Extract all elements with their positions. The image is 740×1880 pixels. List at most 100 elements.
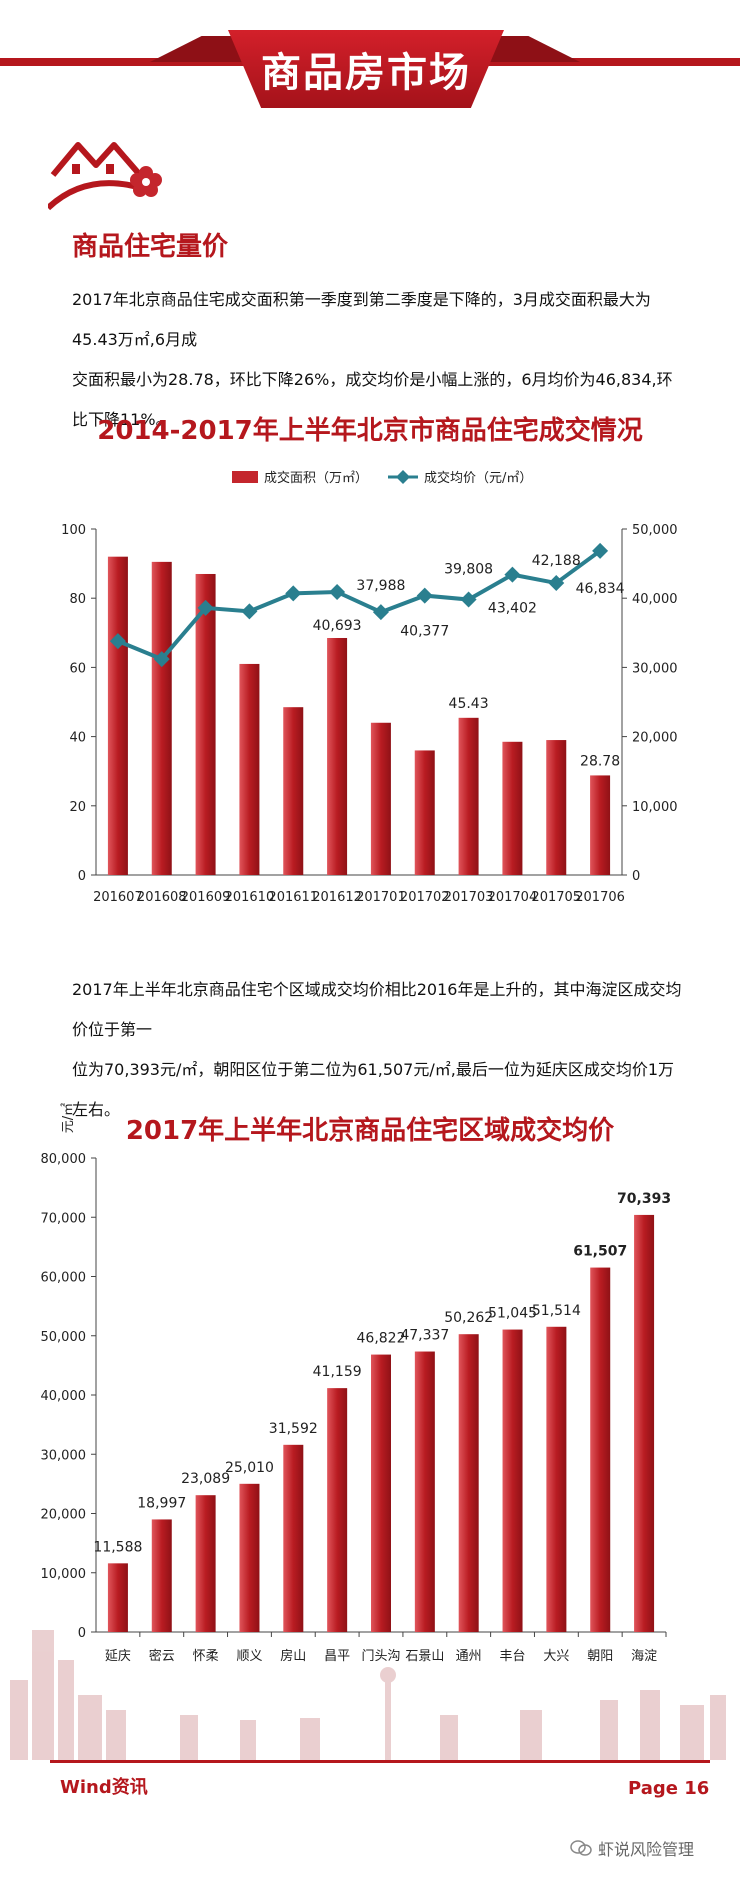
x-tick-label: 201704 xyxy=(488,890,538,905)
district-value-label: 25,010 xyxy=(225,1460,274,1476)
left-tick-label: 80 xyxy=(69,592,86,607)
district-value-label: 41,159 xyxy=(313,1364,362,1380)
district-bar xyxy=(283,1444,304,1632)
bar-area xyxy=(195,573,216,875)
left-tick-label: 100 xyxy=(61,523,86,538)
bar-area xyxy=(327,637,348,875)
district-bar xyxy=(634,1214,655,1632)
price-label: 37,988 xyxy=(356,578,405,594)
legend-line-marker xyxy=(396,470,410,484)
district-value-label: 18,997 xyxy=(137,1495,186,1511)
wechat-icon xyxy=(570,1840,592,1856)
price-point xyxy=(153,651,170,668)
district-bar xyxy=(195,1495,216,1632)
paragraph-line: 2017年上半年北京商品住宅个区域成交均价相比2016年是上升的，其中海淀区成交… xyxy=(72,980,682,1039)
x-tick-label: 201612 xyxy=(312,890,362,905)
legend-line-label: 成交均价（元/㎡） xyxy=(424,470,532,486)
x-tick-label: 201702 xyxy=(400,890,450,905)
legend-bar-label: 成交面积（万㎡） xyxy=(264,470,368,486)
district-bar xyxy=(107,1563,128,1632)
district-value-label: 23,089 xyxy=(181,1471,230,1487)
chart1-title: 2014-2017年上半年北京市商品住宅成交情况 xyxy=(97,416,643,446)
left-tick-label: 0 xyxy=(78,869,86,884)
price-label: 39,808 xyxy=(444,562,493,578)
district-name-label: 朝阳 xyxy=(587,1649,613,1664)
district-value-label: 51,045 xyxy=(488,1306,537,1322)
area-label: 28.78 xyxy=(580,753,620,769)
area-label: 45.43 xyxy=(449,696,489,712)
right-tick-label: 10,000 xyxy=(632,800,678,815)
page-number: Page 16 xyxy=(628,1778,710,1799)
district-name-label: 昌平 xyxy=(324,1649,350,1664)
price-line xyxy=(117,549,602,662)
footer-source: Wind资讯 xyxy=(60,1777,148,1798)
x-tick-label: 201607 xyxy=(93,890,143,905)
district-name-label: 大兴 xyxy=(543,1649,569,1664)
chart2-bar: 元/㎡ 0 10,000 20,000 30,000 40,000 50,000 60,000… xyxy=(41,1103,672,1664)
bar-area xyxy=(151,561,172,875)
right-tick-label: 50,000 xyxy=(632,523,678,538)
bar-area xyxy=(458,717,479,875)
y-tick-label: 0 xyxy=(78,1626,86,1641)
y-tick-label: 80,000 xyxy=(41,1152,87,1167)
district-bar xyxy=(458,1334,479,1632)
price-point xyxy=(416,587,433,604)
y-tick-label: 50,000 xyxy=(41,1330,87,1345)
watermark-text: 虾说风险管理 xyxy=(598,1840,695,1859)
district-name-label: 顺义 xyxy=(236,1649,262,1664)
right-tick-label: 40,000 xyxy=(632,592,678,607)
price-point xyxy=(548,575,565,592)
price-point xyxy=(109,633,126,650)
price-point xyxy=(460,591,477,608)
price-point xyxy=(504,566,521,583)
x-tick-label: 201705 xyxy=(531,890,581,905)
section-title: 商品住宅量价 xyxy=(72,232,229,262)
price-label: 43,402 xyxy=(488,601,537,617)
price-point xyxy=(329,583,346,600)
price-label: 40,693 xyxy=(313,618,362,634)
district-value-label: 61,507 xyxy=(573,1244,627,1260)
left-tick-label: 40 xyxy=(69,731,86,746)
chart1-combo: 成交面积（万㎡） 成交均价（元/㎡） 0 20 40 60 80 100 0 10,000 20,0… xyxy=(61,470,678,905)
x-tick-label: 201608 xyxy=(137,890,187,905)
price-label: 40,377 xyxy=(400,624,449,640)
district-value-label: 31,592 xyxy=(269,1421,318,1437)
district-bar xyxy=(414,1351,435,1632)
price-point xyxy=(592,542,609,559)
bar-area xyxy=(502,741,523,875)
left-tick-label: 20 xyxy=(69,800,86,815)
y-tick-label: 20,000 xyxy=(41,1508,87,1523)
x-tick-label: 201706 xyxy=(575,890,625,905)
price-label: 42,188 xyxy=(532,553,581,569)
y-tick-label: 10,000 xyxy=(41,1567,87,1582)
district-value-label: 51,514 xyxy=(532,1303,581,1319)
house-logo-icon xyxy=(48,142,162,211)
district-name-label: 密云 xyxy=(149,1648,175,1664)
district-name-label: 房山 xyxy=(280,1648,306,1664)
y-tick-label: 40,000 xyxy=(41,1389,87,1404)
district-bar xyxy=(546,1326,567,1632)
bar-area xyxy=(590,775,611,875)
watermark: 虾说风险管理 xyxy=(570,1836,694,1860)
district-value-label: 50,262 xyxy=(444,1310,493,1326)
district-bar xyxy=(371,1354,391,1632)
price-label: 46,834 xyxy=(576,581,625,597)
chart1-legend: 成交面积（万㎡） 成交均价（元/㎡） xyxy=(232,470,532,486)
y-tick-label: 30,000 xyxy=(41,1448,87,1463)
right-tick-label: 20,000 xyxy=(632,731,678,746)
district-bar xyxy=(151,1519,172,1632)
bar-area xyxy=(107,556,128,875)
district-name-label: 延庆 xyxy=(105,1649,131,1664)
x-tick-label: 201703 xyxy=(444,890,494,905)
bar-area xyxy=(370,722,391,875)
chart2-title: 2017年上半年北京商品住宅区域成交均价 xyxy=(125,1116,615,1146)
district-value-label: 46,822 xyxy=(357,1331,406,1347)
bar-area xyxy=(414,750,435,875)
bar-area xyxy=(546,740,567,875)
district-name-label: 怀柔 xyxy=(193,1649,219,1664)
district-bar xyxy=(590,1267,611,1632)
district-name-label: 通州 xyxy=(456,1649,482,1664)
price-point xyxy=(241,603,258,620)
district-value-label: 70,393 xyxy=(617,1191,671,1207)
city-skyline-decoration xyxy=(10,1630,726,1760)
